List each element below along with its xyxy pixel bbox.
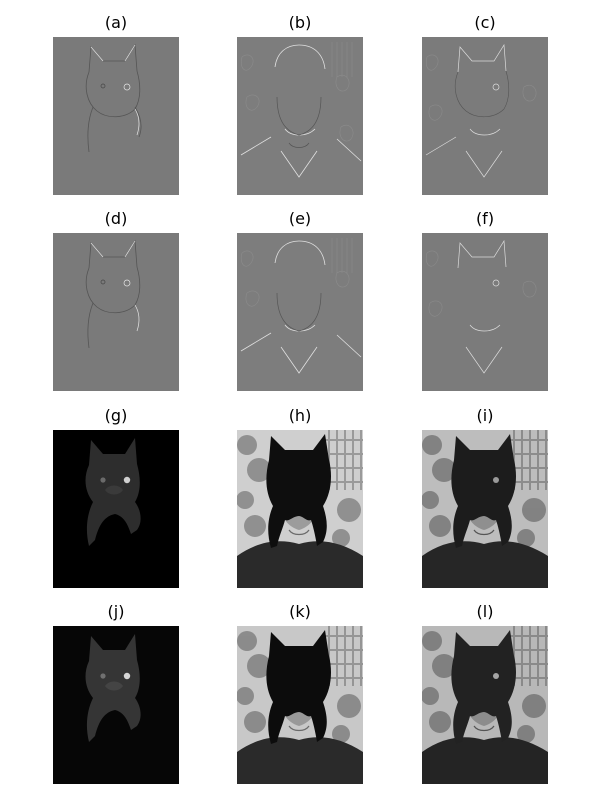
panel-label: (l) xyxy=(476,602,494,621)
man-edge-image xyxy=(237,37,363,195)
panel-label: (j) xyxy=(107,602,125,621)
cat-photo-image xyxy=(53,626,179,784)
panel-label: (e) xyxy=(288,209,312,228)
panel-label: (d) xyxy=(104,209,128,228)
cat-edge-image xyxy=(53,37,179,195)
man-edge-image xyxy=(237,233,363,391)
hybrid-edge-image xyxy=(422,37,548,195)
man-masked-photo-image xyxy=(237,626,363,784)
hybrid-photo-image xyxy=(422,626,548,784)
panel-label: (k) xyxy=(289,602,311,621)
panel-label: (b) xyxy=(288,13,312,32)
panel-label: (i) xyxy=(476,406,494,425)
panel-label: (c) xyxy=(474,13,496,32)
panel-label: (a) xyxy=(104,13,128,32)
panel-label: (h) xyxy=(288,406,312,425)
panel-label: (g) xyxy=(104,406,128,425)
hybrid-edge-image xyxy=(422,233,548,391)
cat-edge-image xyxy=(53,233,179,391)
man-masked-photo-image xyxy=(237,430,363,588)
hybrid-photo-image xyxy=(422,430,548,588)
cat-photo-image xyxy=(53,430,179,588)
panel-label: (f) xyxy=(475,209,495,228)
